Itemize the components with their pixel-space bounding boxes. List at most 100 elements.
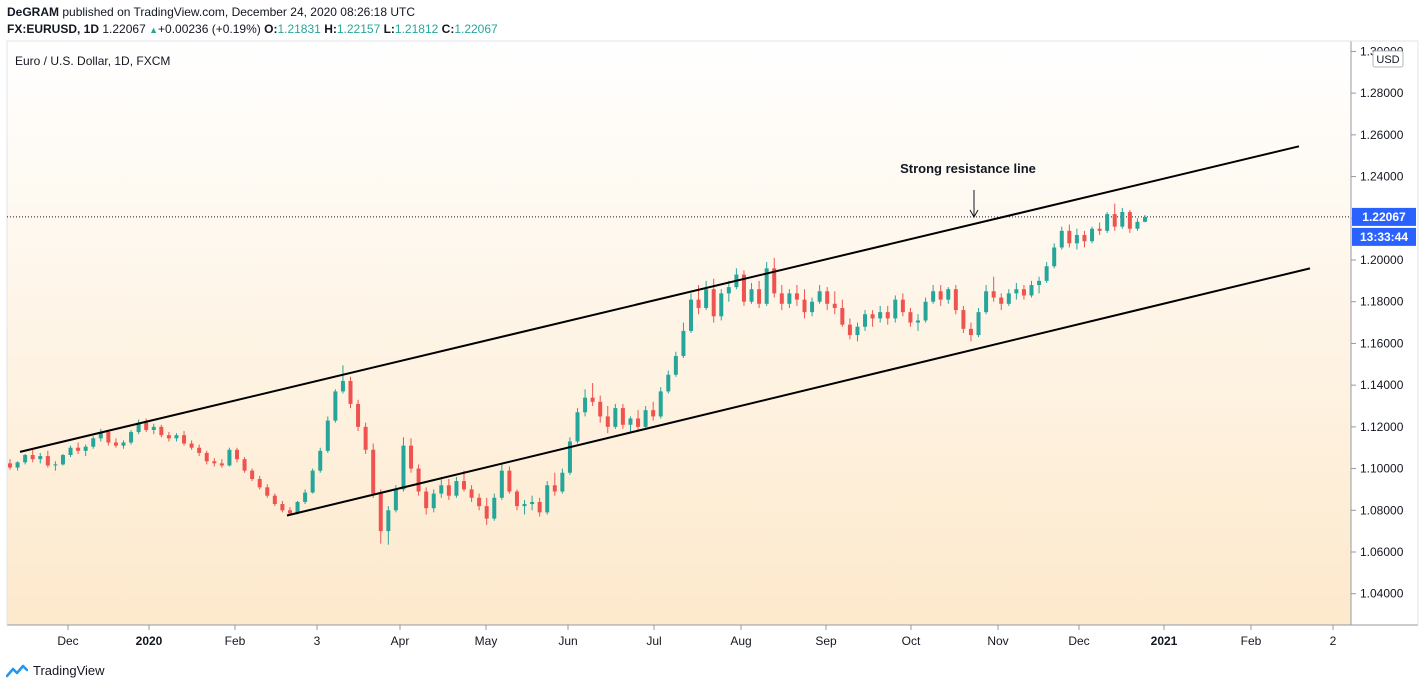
candle-body: [530, 501, 535, 505]
x-tick-label: Jul: [646, 634, 661, 648]
candle-body: [772, 268, 777, 294]
candle-body: [416, 468, 421, 492]
candle-body: [810, 301, 815, 313]
candle-body: [999, 297, 1004, 304]
candle-body: [620, 408, 625, 425]
plot-area[interactable]: [7, 41, 1351, 625]
candle-body: [492, 497, 497, 519]
x-axis-ticks: Dec 2020 Feb 3 Apr May Jun Jul Aug Sep Oct Nov Dec 20…: [57, 625, 1337, 648]
candle-body: [825, 291, 830, 304]
open-label: O:: [264, 22, 278, 36]
resistance-trendline[interactable]: [19, 145, 1300, 453]
candle-body: [1044, 266, 1049, 281]
candle-body: [484, 506, 489, 519]
candle-body: [386, 510, 391, 532]
candle-body: [15, 462, 20, 468]
candle-body: [129, 432, 134, 443]
candle-body: [1082, 234, 1087, 242]
candle-body: [295, 501, 300, 514]
symbol-label: FX:EURUSD, 1D: [7, 22, 100, 36]
low-value: 1.21812: [394, 22, 439, 36]
candle-body: [1006, 293, 1011, 304]
candle-body: [847, 324, 852, 336]
candle-body: [545, 485, 550, 513]
candle-body: [174, 435, 179, 439]
candle-body: [60, 455, 65, 465]
candle-body: [704, 289, 709, 308]
candle-body: [817, 291, 822, 302]
candle-body: [227, 449, 232, 466]
candle-body: [182, 435, 187, 444]
y-axis-ticks: 1.300001.280001.260001.240001.220001.200…: [1351, 44, 1404, 601]
candle-body: [507, 470, 512, 492]
candle-body: [462, 481, 466, 490]
candle-body: [991, 291, 996, 298]
candle-body: [605, 416, 610, 427]
change-value: +0.00236 (+0.19%): [158, 22, 261, 36]
candle-body: [409, 445, 414, 469]
candle-body: [151, 426, 156, 430]
candle-body: [908, 312, 913, 323]
candle-body: [113, 442, 118, 446]
candle-body: [779, 293, 784, 304]
footer-brand[interactable]: TradingView: [6, 663, 105, 678]
close-label: C:: [441, 22, 455, 36]
candle-body: [8, 463, 12, 468]
candle-body: [310, 470, 315, 493]
candle-body: [83, 446, 88, 451]
candle-body: [741, 274, 746, 302]
candle-body: [1120, 212, 1125, 227]
high-label: H:: [324, 22, 337, 36]
candle-body: [726, 287, 731, 294]
candle-body: [1037, 280, 1042, 286]
published-text: published on TradingView.com, December 2…: [62, 5, 416, 19]
candle-body: [840, 307, 845, 325]
candle-body: [583, 397, 588, 413]
x-tick-label: Jun: [558, 634, 577, 648]
candle-body: [333, 391, 338, 421]
author-name[interactable]: DeGRAM: [7, 5, 60, 19]
y-tick-label: 1.10000: [1360, 462, 1404, 476]
candle-body: [303, 492, 308, 502]
x-tick-label: Apr: [391, 634, 410, 648]
x-tick-label: Oct: [902, 634, 921, 648]
candle-body: [976, 312, 981, 336]
candle-body: [1059, 230, 1064, 248]
candle-body: [257, 479, 262, 488]
candle-body: [439, 485, 444, 494]
candle-body: [514, 491, 519, 507]
candle-body: [45, 456, 50, 466]
x-tick-label: Feb: [225, 634, 246, 648]
y-tick-label: 1.24000: [1360, 170, 1404, 184]
x-tick-label: Aug: [730, 634, 751, 648]
candle-body: [23, 455, 28, 463]
candle-body: [477, 497, 482, 507]
candle-body: [787, 293, 792, 304]
support-trendline[interactable]: [286, 267, 1311, 517]
candle-body: [953, 289, 958, 311]
candle-body: [1029, 285, 1034, 296]
x-tick-label: 2: [1330, 634, 1337, 648]
candle-body: [598, 401, 603, 417]
candle-body: [1014, 289, 1019, 294]
candle-body: [454, 481, 459, 496]
candle-body: [235, 449, 239, 460]
candle-body: [878, 312, 883, 319]
candle-body: [537, 501, 542, 513]
candle-body: [1021, 289, 1026, 296]
high-value: 1.22157: [336, 22, 381, 36]
candle-body: [219, 463, 224, 466]
candle-body: [287, 510, 292, 514]
y-tick-label: 1.26000: [1360, 128, 1404, 142]
y-tick-label: 1.16000: [1360, 336, 1404, 350]
candle-body: [643, 410, 648, 427]
candle-body: [393, 489, 398, 511]
currency-badge[interactable]: USD: [1372, 50, 1404, 68]
close-value: 1.22067: [454, 22, 498, 36]
candle-body: [794, 293, 799, 300]
x-tick-label: Dec: [57, 634, 78, 648]
candle-body: [613, 408, 618, 427]
candle-body: [166, 435, 171, 439]
candle-body: [371, 449, 376, 494]
